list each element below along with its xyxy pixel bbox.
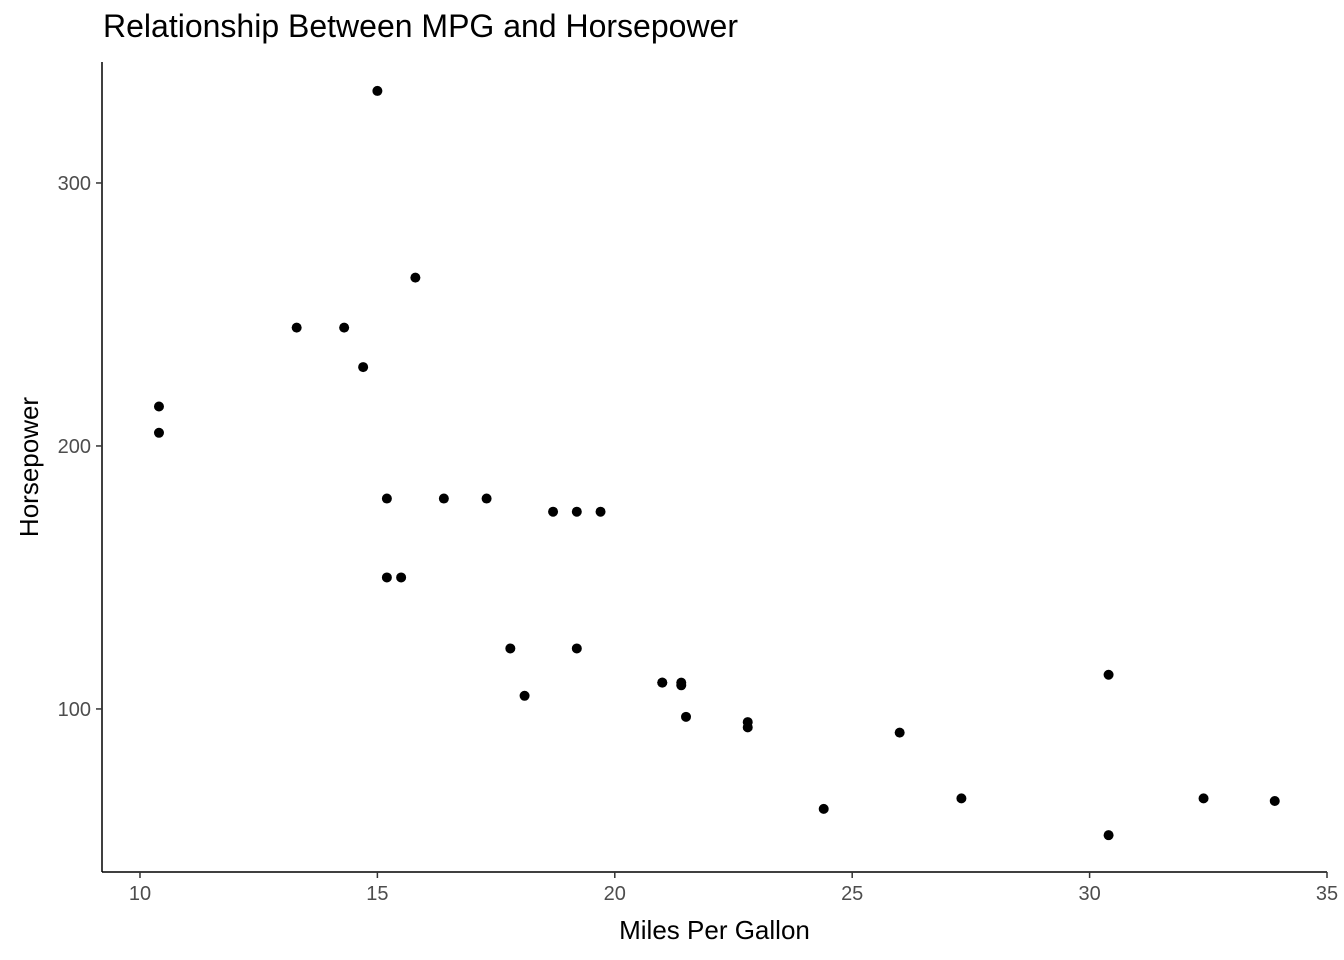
data-point bbox=[396, 572, 407, 583]
data-point bbox=[1103, 669, 1114, 680]
data-point bbox=[742, 717, 753, 728]
data-point bbox=[481, 493, 492, 504]
data-point bbox=[372, 85, 383, 96]
x-tick-label: 30 bbox=[1078, 883, 1100, 905]
data-point bbox=[1269, 795, 1280, 806]
x-tick-label: 15 bbox=[366, 883, 388, 905]
data-point bbox=[339, 322, 350, 333]
data-point bbox=[410, 272, 421, 283]
y-tick-label: 200 bbox=[58, 436, 91, 458]
data-point bbox=[153, 427, 164, 438]
data-points bbox=[153, 85, 1280, 841]
data-point bbox=[505, 643, 516, 654]
y-tick-label: 300 bbox=[58, 173, 91, 195]
data-point bbox=[291, 322, 302, 333]
data-point bbox=[571, 643, 582, 654]
data-point bbox=[818, 803, 829, 814]
x-tick-label: 10 bbox=[129, 883, 151, 905]
x-tick-label: 35 bbox=[1316, 883, 1338, 905]
data-point bbox=[595, 506, 606, 517]
chart-title: Relationship Between MPG and Horsepower bbox=[103, 8, 738, 44]
data-point bbox=[676, 680, 687, 691]
x-tick-label: 20 bbox=[604, 883, 626, 905]
data-point bbox=[381, 572, 392, 583]
data-point bbox=[153, 401, 164, 412]
data-point bbox=[1198, 793, 1209, 804]
y-axis-title: Horsepower bbox=[14, 397, 44, 538]
x-tick-label: 25 bbox=[841, 883, 863, 905]
data-point bbox=[571, 506, 582, 517]
data-point bbox=[381, 493, 392, 504]
x-axis-title: Miles Per Gallon bbox=[619, 915, 810, 945]
data-point bbox=[519, 690, 530, 701]
data-point bbox=[438, 493, 449, 504]
data-point bbox=[681, 711, 692, 722]
axes: 10 15 20 25 30 35 100 200 300 bbox=[58, 62, 1338, 905]
data-point bbox=[358, 362, 369, 373]
data-point bbox=[1103, 830, 1114, 841]
y-tick-label: 100 bbox=[58, 699, 91, 721]
data-point bbox=[894, 727, 905, 738]
data-point bbox=[657, 677, 668, 688]
data-point bbox=[548, 506, 559, 517]
data-point bbox=[956, 793, 967, 804]
